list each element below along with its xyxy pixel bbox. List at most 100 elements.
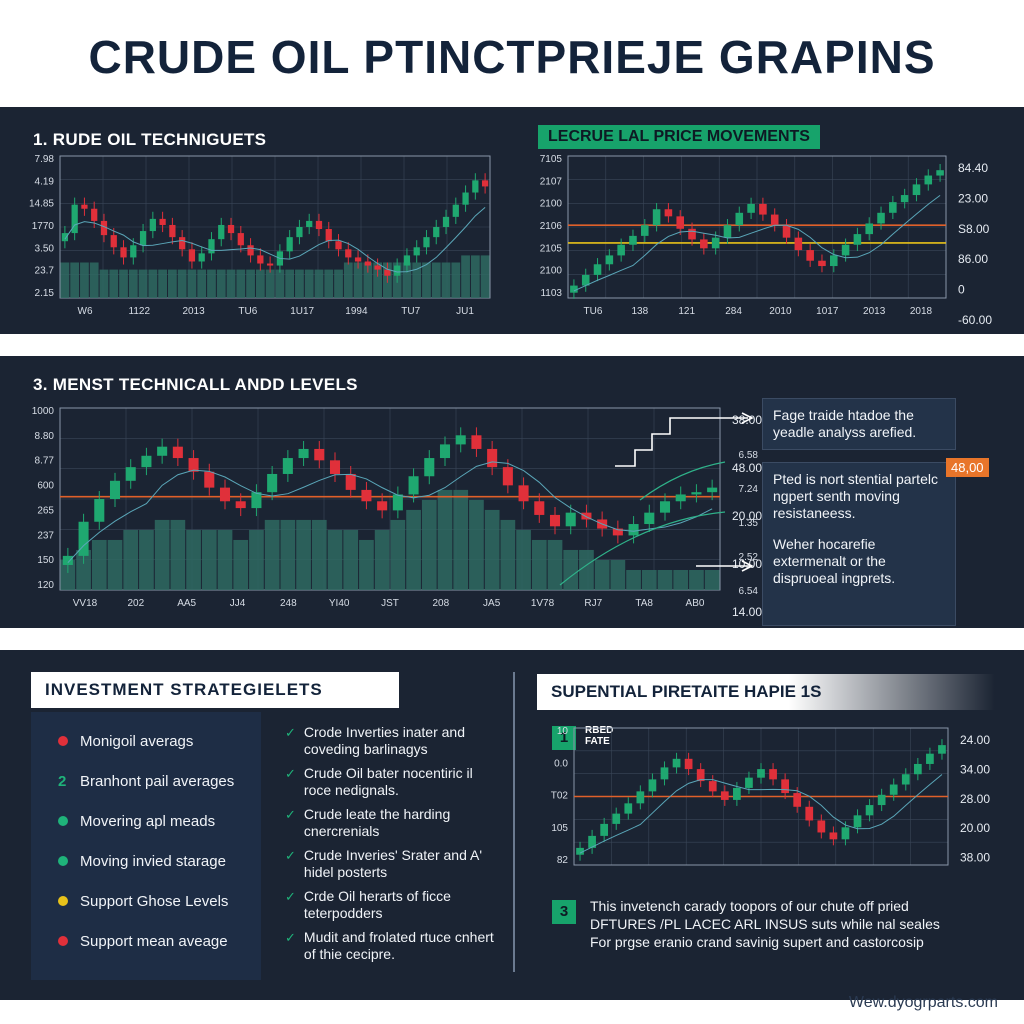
volume-bar — [470, 255, 480, 298]
candle-body — [227, 224, 235, 234]
candle-body — [684, 758, 693, 770]
plot-frame — [567, 155, 947, 299]
check-icon: ✓ — [285, 930, 296, 945]
volume-bar — [138, 269, 148, 298]
y-tick-label-right: 20.00 — [732, 509, 762, 523]
candle-body — [570, 285, 578, 293]
candle-body — [267, 473, 278, 493]
candle-body — [745, 777, 753, 788]
candle-body — [628, 524, 639, 536]
badge-1-text: RBED FATE — [585, 725, 614, 747]
y-tick-label: 4.19 — [35, 176, 55, 187]
strategies-list — [31, 712, 261, 980]
candle-body — [829, 832, 838, 840]
strategy-item: Support Ghose Levels — [58, 890, 258, 912]
volume-bar — [60, 559, 76, 590]
volume-bar — [406, 509, 421, 590]
volume-bar — [70, 262, 80, 298]
strategy-note-text: Crde Oil herarts of ficce teterpodders — [303, 888, 451, 921]
candle-body — [924, 175, 933, 185]
x-tick-label: JA5 — [483, 598, 501, 609]
y-tick-label: 8.80 — [35, 431, 55, 442]
candle-body — [392, 494, 403, 511]
candle-body — [266, 263, 274, 266]
mid-tick-label: 7.24 — [739, 484, 759, 495]
candle-body — [617, 244, 625, 256]
panel4-text-line1: This invetench carady toopors of our chu… — [590, 898, 909, 914]
strategy-note-text: Crude leate the harding cnercrenials — [303, 806, 451, 839]
candle-body — [78, 521, 89, 556]
strategy-note: ✓ Crude leate the harding cnercrenials — [285, 806, 495, 840]
candle-body — [818, 260, 826, 267]
candle-body — [361, 489, 372, 502]
volume-bar — [311, 519, 327, 590]
candle-body — [781, 779, 789, 794]
page-title: CRUDE OIL PTINCTPRIEJE GRAPINS — [88, 31, 936, 83]
candle-body — [700, 239, 708, 249]
y-tick-label-right: -60.00 — [958, 313, 992, 325]
strategy-item: Moving invied starage — [58, 850, 258, 872]
strategies-title: INVESTMENT STRATEGIELETS — [31, 672, 399, 708]
footer-url: Wew.dyogrparts.com — [848, 994, 998, 1011]
candle-body — [125, 467, 136, 481]
candle-body — [806, 250, 814, 261]
badge-1: 1 — [552, 726, 576, 750]
candle-body — [576, 847, 584, 855]
bullet-dot-icon — [58, 736, 68, 746]
y-tick-label: 105 — [551, 823, 568, 834]
candle-body — [120, 247, 127, 258]
y-tick-label: 2107 — [540, 176, 563, 187]
volume-bar — [76, 549, 91, 590]
y-tick-label-right: S8.00 — [958, 222, 990, 236]
moving-average-line — [579, 774, 943, 854]
x-tick-label: 1994 — [345, 306, 368, 317]
volume-bar — [296, 519, 311, 590]
strategies-left-list: Monigoil averags 2 Branhont pail averages M… — [58, 730, 258, 970]
y-tick-label: 2100 — [540, 266, 563, 277]
x-tick-label: W6 — [78, 306, 93, 317]
candle-body — [149, 218, 156, 232]
candle-body — [439, 444, 451, 459]
strategy-item: Support mean aveage — [58, 930, 258, 952]
bullet-dot-icon — [58, 896, 68, 906]
candle-body — [660, 767, 669, 780]
candle-body — [61, 233, 69, 242]
candle-body — [518, 485, 529, 502]
volume-bar — [610, 559, 626, 590]
volume-bar — [207, 269, 216, 298]
volume-bar — [217, 529, 233, 590]
candle-body — [408, 476, 419, 495]
panel4-text-line3: For prgse eranio crand savinig supert an… — [590, 934, 924, 950]
volume-bar — [154, 519, 170, 590]
x-tick-label: 2018 — [910, 306, 933, 317]
candle-body — [377, 501, 388, 511]
candle-body — [926, 753, 934, 764]
volume-bar — [451, 262, 461, 298]
candle-body — [581, 512, 592, 520]
candle-body — [394, 265, 401, 276]
candle-body — [179, 237, 186, 250]
candle-body — [648, 779, 657, 792]
candle-body — [442, 216, 450, 227]
divider — [513, 672, 515, 972]
candle-body — [364, 261, 371, 266]
volume-bar — [255, 269, 265, 298]
y-tick-label-right: 14.00 — [732, 605, 762, 619]
arrow-head-icon — [741, 560, 754, 572]
candle-body — [770, 214, 779, 226]
candle-body — [345, 249, 352, 258]
y-tick-label: 2100 — [540, 199, 563, 210]
candle-body — [747, 203, 755, 213]
candle-body — [793, 793, 802, 807]
candle-body — [237, 233, 244, 246]
chart-support-resistance: 100.0T021058224.0034.0028.0020.0038.0057… — [551, 726, 991, 866]
candle-body — [659, 501, 671, 513]
candle-body — [314, 448, 325, 461]
volume-bar — [119, 269, 128, 298]
candle-body — [433, 227, 440, 238]
candle-body — [413, 247, 420, 256]
volume-bar — [197, 269, 207, 298]
candle-body — [676, 216, 684, 229]
candle-body — [329, 460, 341, 474]
candle-body — [208, 239, 215, 254]
